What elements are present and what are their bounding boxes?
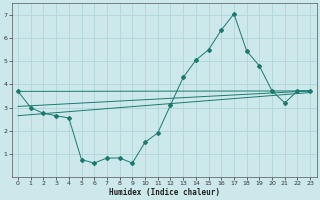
- X-axis label: Humidex (Indice chaleur): Humidex (Indice chaleur): [108, 188, 220, 197]
